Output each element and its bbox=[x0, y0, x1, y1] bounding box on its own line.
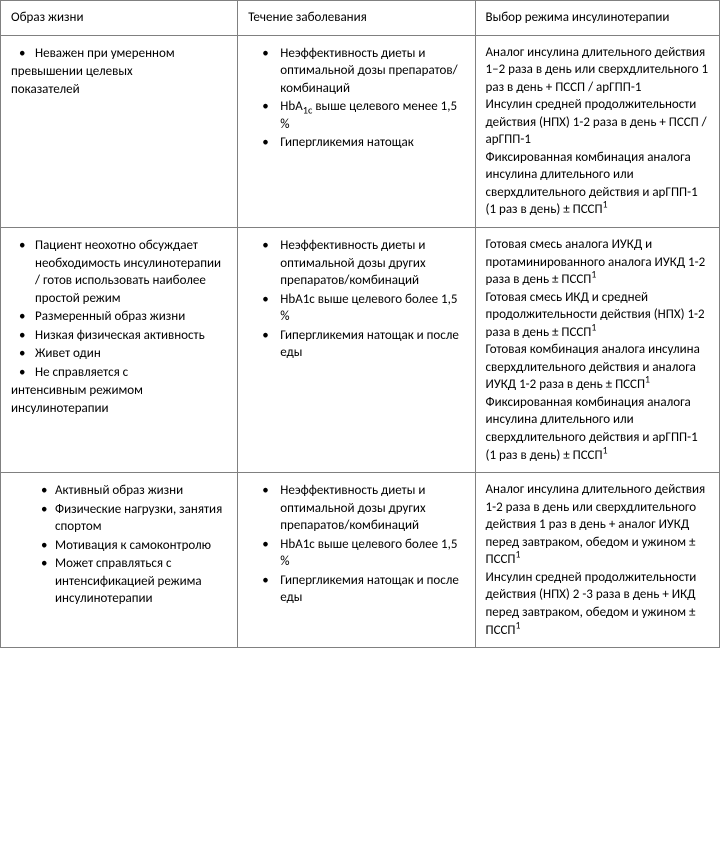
list-item: Размеренный образ жизни bbox=[11, 308, 227, 326]
list-item: Неважен при умеренном bbox=[11, 45, 227, 63]
list-item: Гипергликемия натощак и после еды bbox=[248, 572, 464, 607]
lifestyle-list: Активный образ жизниФизические нагрузки,… bbox=[11, 482, 227, 608]
lifestyle-continuation: интенсивным режимом bbox=[11, 382, 227, 400]
list-item: Пациент неохотно обсуждает необходимость… bbox=[11, 237, 227, 307]
list-item: Физические нагрузки, занятия спортом bbox=[11, 501, 227, 536]
choice-cell: Готовая смесь аналога ИУКД и протаминиро… bbox=[475, 228, 719, 473]
course-cell: Неэффективность диеты и оптимальной дозы… bbox=[238, 35, 475, 227]
lifestyle-cell: Активный образ жизниФизические нагрузки,… bbox=[1, 473, 238, 648]
table-row: Неважен при умеренномпревышении целевыхп… bbox=[1, 35, 720, 227]
list-item: Живет один bbox=[11, 345, 227, 363]
choice-cell: Аналог инсулина длительного действия 1–2… bbox=[475, 35, 719, 227]
list-item: Активный образ жизни bbox=[11, 482, 227, 500]
list-item: HbA1c выше целевого менее 1,5 % bbox=[248, 98, 464, 133]
lifestyle-list: Неважен при умеренном bbox=[11, 45, 227, 63]
course-list: Неэффективность диеты и оптимальной дозы… bbox=[248, 482, 464, 607]
list-item: Мотивация к самоконтролю bbox=[11, 537, 227, 555]
table-header-row: Образ жизни Течение заболевания Выбор ре… bbox=[1, 1, 720, 36]
lifestyle-continuation: превышении целевых bbox=[11, 63, 227, 81]
list-item: Может справляться с интенсификацией режи… bbox=[11, 555, 227, 608]
list-item: Не справляется с bbox=[11, 364, 227, 382]
list-item: Низкая физическая активность bbox=[11, 327, 227, 345]
lifestyle-continuation: показателей bbox=[11, 81, 227, 99]
list-item: Гипергликемия натощак bbox=[248, 134, 464, 152]
header-course: Течение заболевания bbox=[238, 1, 475, 36]
insulin-regimen-table: Образ жизни Течение заболевания Выбор ре… bbox=[0, 0, 720, 648]
list-item: HbA1c выше целевого более 1,5 % bbox=[248, 291, 464, 326]
header-choice: Выбор режима инсулинотерапии bbox=[475, 1, 719, 36]
course-list: Неэффективность диеты и оптимальной дозы… bbox=[248, 237, 464, 362]
list-item: HbA1c выше целевого более 1,5 % bbox=[248, 536, 464, 571]
table-row: Пациент неохотно обсуждает необходимость… bbox=[1, 228, 720, 473]
list-item: Неэффективность диеты и оптимальной дозы… bbox=[248, 482, 464, 535]
table-row: Активный образ жизниФизические нагрузки,… bbox=[1, 473, 720, 648]
course-cell: Неэффективность диеты и оптимальной дозы… bbox=[238, 228, 475, 473]
course-list: Неэффективность диеты и оптимальной дозы… bbox=[248, 45, 464, 152]
lifestyle-cell: Неважен при умеренномпревышении целевыхп… bbox=[1, 35, 238, 227]
list-item: Неэффективность диеты и оптимальной дозы… bbox=[248, 45, 464, 98]
lifestyle-continuation: инсулинотерапии bbox=[11, 400, 227, 418]
choice-cell: Аналог инсулина длительного действия 1-2… bbox=[475, 473, 719, 648]
lifestyle-list: Пациент неохотно обсуждает необходимость… bbox=[11, 237, 227, 381]
lifestyle-cell: Пациент неохотно обсуждает необходимость… bbox=[1, 228, 238, 473]
course-cell: Неэффективность диеты и оптимальной дозы… bbox=[238, 473, 475, 648]
header-lifestyle: Образ жизни bbox=[1, 1, 238, 36]
list-item: Неэффективность диеты и оптимальной дозы… bbox=[248, 237, 464, 290]
list-item: Гипергликемия натощак и после еды bbox=[248, 327, 464, 362]
